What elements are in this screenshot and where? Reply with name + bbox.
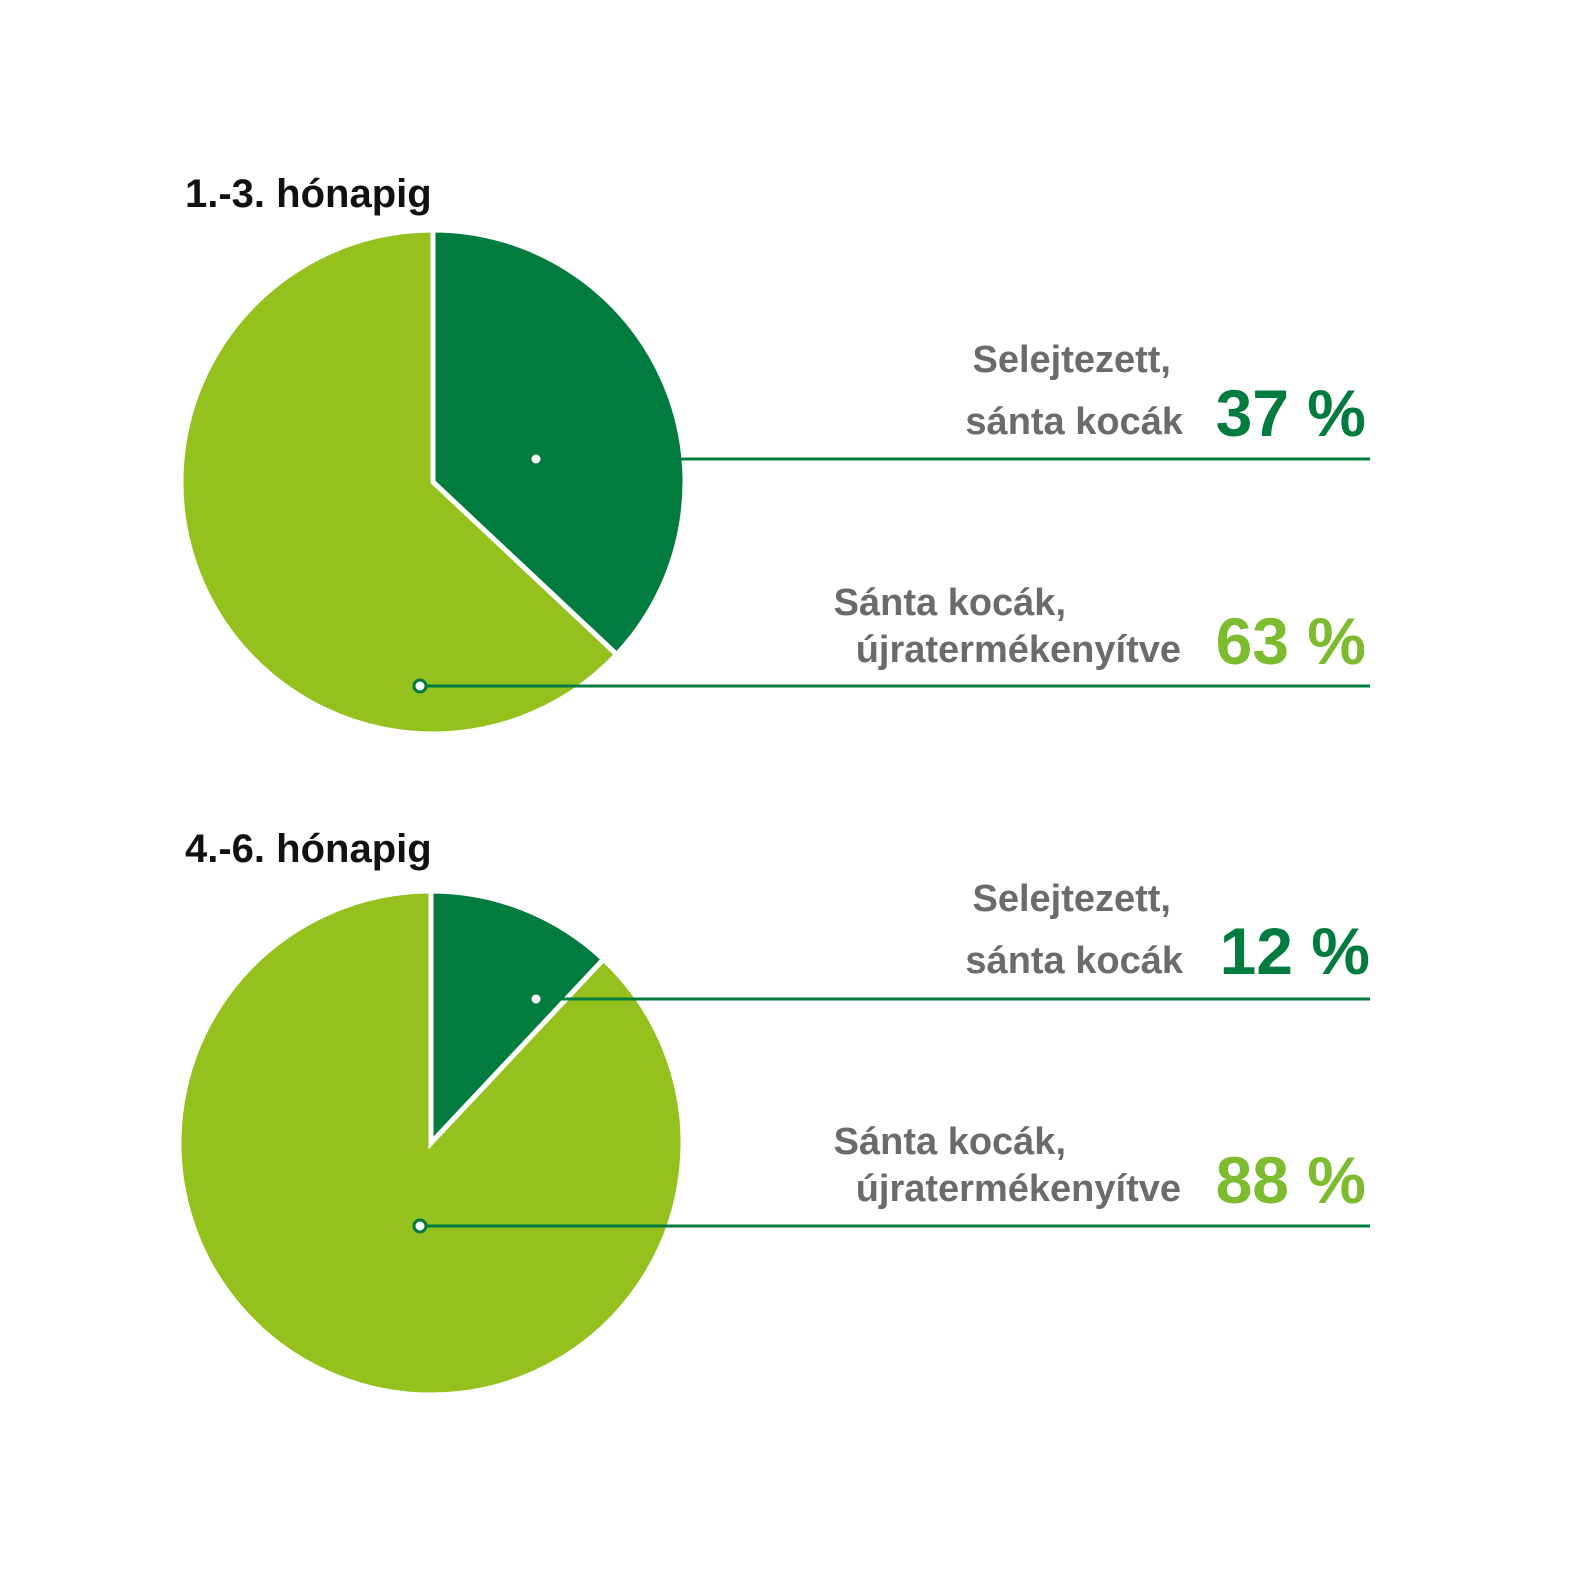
chart-1-leader-lines <box>412 451 1370 694</box>
chart-2-leader-dot-1 <box>528 991 544 1007</box>
chart-1-title: 1.-3. hónapig <box>185 172 432 216</box>
chart-2-slice-2-label-line2: újratermékenyítve <box>856 1168 1181 1210</box>
chart-2-slice-1-value: 12 % <box>1220 914 1370 988</box>
chart-1-slice-2-label-line1: Sánta kocák, <box>834 582 1066 624</box>
chart-2-slice-1 <box>428 888 608 1150</box>
chart-1-slice-2-label-line2: újratermékenyítve <box>856 629 1181 671</box>
chart-2-leader-lines <box>412 991 1370 1234</box>
chart-2-slice-2 <box>176 888 686 1398</box>
chart-2: 4.-6. hónapig Selejtezett, sánta kocák 1… <box>176 827 1370 1398</box>
chart-2-slice-2-value: 88 % <box>1216 1143 1366 1217</box>
chart-1-slice-1-label-line1: Selejtezett, <box>972 339 1171 381</box>
chart-2-slice-1-label-line1: Selejtezett, <box>972 878 1171 920</box>
chart-1-slice-1-label-line2: sánta kocák <box>965 401 1183 443</box>
chart-2-title: 4.-6. hónapig <box>185 827 432 871</box>
chart-1-slice-2-value: 63 % <box>1216 604 1366 678</box>
chart-1-slice-2 <box>178 227 621 737</box>
chart-1: 1.-3. hónapig Selejtezett, sánta kocák 3… <box>178 172 1370 737</box>
chart-1-leader-dot-2 <box>412 678 428 694</box>
chart-2-leader-dot-2 <box>412 1218 428 1234</box>
chart-1-pie <box>178 227 688 737</box>
chart-1-leader-dot-1 <box>528 451 544 467</box>
chart-1-slice-1-value: 37 % <box>1216 376 1366 450</box>
chart-1-slice-1 <box>430 227 688 659</box>
chart-2-slice-2-label-line1: Sánta kocák, <box>834 1121 1066 1163</box>
chart-2-pie <box>176 888 686 1398</box>
chart-2-slice-1-label-line2: sánta kocák <box>965 940 1183 982</box>
